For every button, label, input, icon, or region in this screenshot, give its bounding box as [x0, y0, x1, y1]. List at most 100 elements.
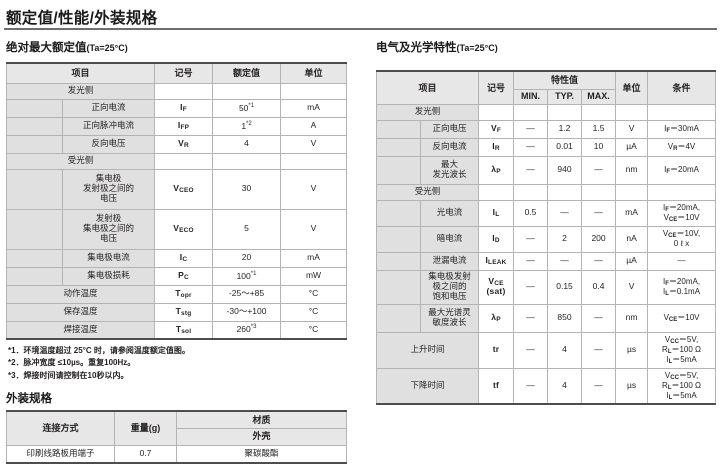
- abs-group-spacer: [212, 152, 282, 170]
- abs-col-symbol: 记号: [154, 62, 214, 84]
- eo-row-typ: —: [547, 251, 583, 271]
- eo-row-max: 1.5: [581, 119, 617, 139]
- abs-row-symbol: Tstg: [154, 302, 214, 322]
- eo-row-max: 0.4: [581, 269, 617, 305]
- eo-group-label: 发光侧: [375, 103, 480, 121]
- eo-row-condition: VCC＝5V, RL＝100 Ω IL＝5mA: [647, 331, 717, 369]
- electro-optical-heading: 电气及光学特性: [376, 42, 457, 54]
- abs-row-item: 正向脉冲电流: [61, 116, 156, 136]
- table-row: 集电极电流 IC 20 mA: [6, 248, 348, 268]
- table-row: 保存温度 Tstg -30～+100 °C: [5, 302, 348, 322]
- eo-col-characteristic-value: 特性值: [513, 70, 617, 90]
- table-row: 最大光谱灵 敏度波长 λP —850— nm VCE＝10V: [376, 303, 717, 333]
- package-col-material: 材质: [176, 410, 347, 429]
- table-row: 下降时间 tf —4— µs VCC＝5V, RL＝100 Ω IL＝5mA: [375, 367, 717, 405]
- abs-group-spacer: [280, 82, 348, 100]
- eo-row-indent: [376, 119, 421, 139]
- eo-row-typ: 940: [547, 155, 583, 185]
- table-row: 焊接温度 Tsol 260*3 °C: [5, 320, 348, 340]
- abs-row-item: 焊接温度: [5, 320, 156, 340]
- eo-col-max: MAX.: [581, 88, 617, 105]
- table-row: 发光侧: [375, 103, 717, 121]
- abs-row-item: 正向电流: [61, 98, 156, 118]
- abs-row-unit: °C: [280, 320, 348, 340]
- eo-row-min: —: [513, 269, 549, 305]
- eo-row-typ: 0.01: [547, 137, 583, 157]
- eo-row-symbol: λP: [478, 155, 515, 185]
- eo-row-unit: V: [615, 269, 649, 305]
- eo-row-unit: mA: [615, 199, 649, 227]
- eo-row-max: 200: [581, 225, 617, 253]
- table-row: 反向电流 IR —0.01 10 µA VR＝4V: [376, 137, 717, 157]
- eo-group-spacer: [513, 103, 549, 121]
- eo-row-min: —: [513, 225, 549, 253]
- eo-row-max: —: [581, 155, 617, 185]
- eo-row-item: 集电极发射 极之间的 饱和电压: [419, 269, 480, 305]
- eo-col-typ: TYP.: [547, 88, 583, 105]
- eo-row-indent: [376, 225, 421, 253]
- abs-row-symbol: IC: [154, 248, 214, 268]
- eo-row-symbol: IR: [478, 137, 515, 157]
- eo-col-item: 项目: [375, 70, 480, 105]
- table-absolute-maximum-ratings: 项目 记号 额定值 单位 发光侧 正向电流 IF 50*1 mA 正向脉冲电流 IFP 1*2 A 反向电…: [5, 62, 348, 340]
- package-col-weight: 重量(g): [114, 410, 177, 446]
- eo-row-min: —: [513, 119, 549, 139]
- abs-row-symbol: IF: [154, 98, 214, 118]
- abs-row-rating: 1*2: [212, 116, 282, 136]
- abs-row-symbol: IFP: [154, 116, 214, 136]
- abs-group-spacer: [212, 82, 282, 100]
- abs-row-indent: [6, 248, 63, 268]
- table-row: 正向电流 IF 50*1 mA: [6, 98, 348, 118]
- abs-row-rating: -25～+85: [212, 284, 282, 304]
- eo-row-condition: IF＝20mA: [647, 155, 717, 185]
- eo-row-min: —: [513, 367, 549, 405]
- abs-row-rating: 4: [212, 134, 282, 154]
- abs-row-rating: 20: [212, 248, 282, 268]
- abs-row-unit: V: [280, 208, 348, 250]
- abs-row-symbol: PC: [154, 266, 214, 286]
- abs-row-indent: [6, 266, 63, 286]
- table-row: 反向电压 VR 4 V: [6, 134, 348, 154]
- eo-row-unit: µs: [615, 367, 649, 405]
- eo-row-symbol: IL: [478, 199, 515, 227]
- table-row: 集电极损耗 PC 100*1 mW: [6, 266, 348, 286]
- abs-row-unit: °C: [280, 302, 348, 322]
- eo-row-item: 反向电流: [419, 137, 480, 157]
- eo-row-unit: V: [615, 119, 649, 139]
- package-value-weight: 0.7: [114, 444, 177, 464]
- title-divider: [4, 28, 717, 30]
- abs-col-rating: 额定值: [212, 62, 282, 84]
- abs-row-item: 集电极 发射极之间的 电压: [61, 168, 156, 210]
- eo-row-max: —: [581, 303, 617, 333]
- eo-row-min: 0.5: [513, 199, 549, 227]
- abs-row-item: 集电极损耗: [61, 266, 156, 286]
- abs-row-indent: [6, 168, 63, 210]
- section-title-electro-optical: 电气及光学特性(Ta=25°C): [376, 39, 498, 55]
- eo-row-typ: 4: [547, 367, 583, 405]
- abs-row-symbol: Tsol: [154, 320, 214, 340]
- table-row: 最大 发光波长 λP —940— nm IF＝20mA: [376, 155, 717, 185]
- eo-row-min: —: [513, 331, 549, 369]
- table-row: 受光侧: [375, 183, 717, 201]
- abs-group-spacer: [154, 82, 214, 100]
- package-value-connection: 印刷线路板用端子: [6, 444, 115, 464]
- table-package-specification: 连接方式 重量(g) 材质 外壳 印刷线路板用端子 0.7 聚碳酸酯: [6, 410, 347, 464]
- abs-row-item: 发射极 集电极之间的 电压: [61, 208, 156, 250]
- abs-row-indent: [6, 98, 63, 118]
- eo-group-spacer: [478, 183, 515, 201]
- abs-group-spacer: [154, 152, 214, 170]
- abs-row-rating: 260*3: [212, 320, 282, 340]
- eo-row-typ: 0.15: [547, 269, 583, 305]
- table-row: 集电极发射 极之间的 饱和电压 VCE (sat) —0.15 0.4 V IF＝20mA, IL…: [376, 269, 717, 305]
- abs-row-item: 反向电压: [61, 134, 156, 154]
- footnote-item: *3．焊接时间请控制在10秒以内。: [8, 370, 129, 380]
- footnote-item: *2．脉冲宽度 ≤10µs。重复100Hz。: [8, 358, 136, 368]
- table-row: 动作温度 Topr -25～+85 °C: [5, 284, 348, 304]
- eo-row-indent: [376, 251, 421, 271]
- abs-row-unit: V: [280, 134, 348, 154]
- package-col-case: 外壳: [176, 427, 347, 446]
- page-title: 额定值/性能/外装规格: [6, 10, 158, 27]
- eo-row-indent: [376, 303, 421, 333]
- abs-group-label: 受光侧: [5, 152, 156, 170]
- eo-row-max: —: [581, 199, 617, 227]
